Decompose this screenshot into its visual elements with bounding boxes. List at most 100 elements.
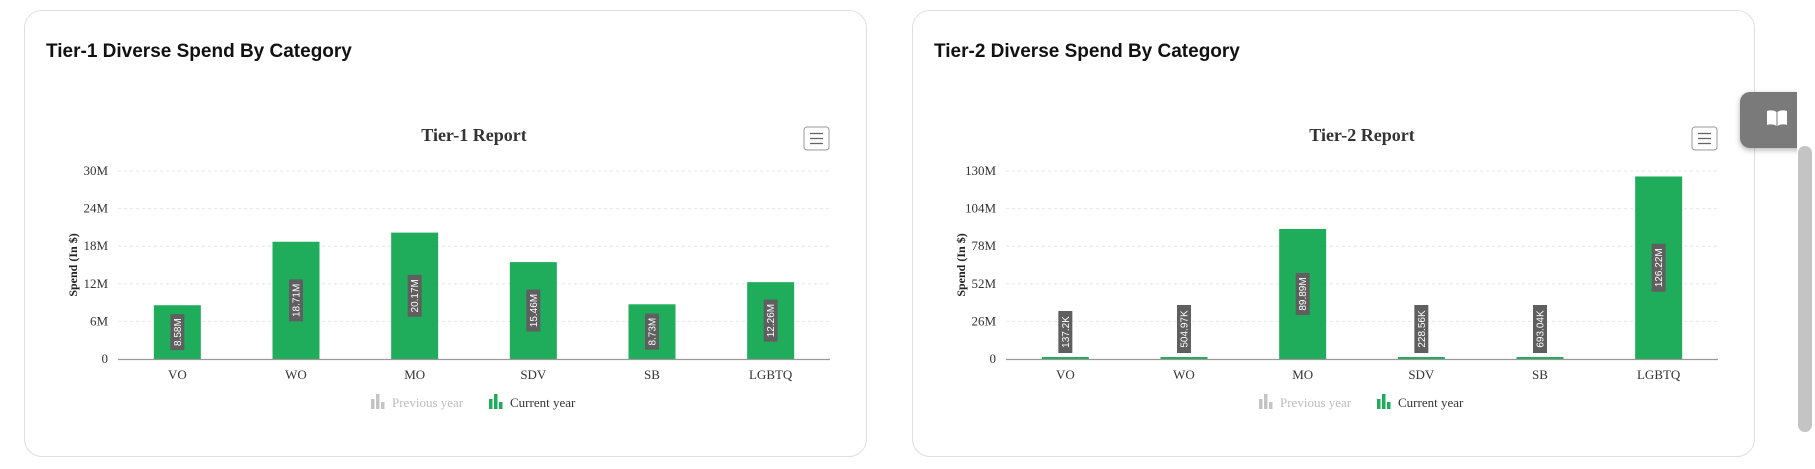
legend-icon-bar [1382, 394, 1386, 409]
y-tick-label: 0 [990, 351, 997, 366]
x-tick-label: WO [285, 367, 307, 382]
chart-menu-button[interactable] [803, 126, 830, 151]
data-label-text: 137.2K [1061, 316, 1072, 348]
data-label-bg [763, 299, 778, 342]
data-label-text: 504.97K [1180, 310, 1191, 348]
y-tick-label: 12M [83, 276, 108, 291]
legend-label: Current year [1398, 395, 1464, 410]
data-label: 12.26M [763, 299, 778, 342]
legend-icon-bar [1259, 399, 1263, 409]
data-label-bg [1058, 311, 1073, 353]
x-tick-label: SB [644, 367, 660, 382]
x-tick-label: SDV [520, 367, 547, 382]
data-label-text: 8.73M [648, 318, 659, 346]
data-label: 693.04K [1533, 305, 1547, 353]
legend-icon-bar [381, 402, 385, 409]
data-label-bg [1533, 305, 1547, 353]
current-year-icon [1377, 394, 1391, 409]
x-tick-label: SB [1532, 367, 1548, 382]
data-label: 18.71M [289, 279, 303, 322]
legend-label: Previous year [392, 395, 464, 410]
data-label-bg [1177, 305, 1191, 353]
x-tick-label: VO [1056, 367, 1075, 382]
legend-icon-bar [1269, 402, 1273, 409]
data-label: 228.56K [1414, 305, 1429, 353]
y-tick-label: 30M [83, 163, 108, 178]
legend-icon-bar [1264, 394, 1268, 409]
chart-title: Tier-2 Report [1309, 125, 1414, 145]
current-year-icon [489, 394, 503, 409]
x-tick-label: LGBTQ [1637, 367, 1681, 382]
data-label-bg [170, 314, 185, 351]
chart-legend: Previous year Current year [1259, 394, 1464, 410]
tier1-card: Tier-1 Diverse Spend By Category Tier-1 … [24, 10, 867, 457]
y-tick-label: 52M [971, 276, 996, 291]
legend-item-previous-year[interactable]: Previous year [371, 394, 464, 410]
y-tick-label: 6M [90, 313, 109, 328]
chart-legend: Previous year Current year [371, 394, 576, 410]
data-label-bg [526, 289, 541, 332]
chart-menu-button[interactable] [1691, 126, 1718, 151]
x-tick-label: SDV [1408, 367, 1435, 382]
y-tick-label: 0 [102, 351, 109, 366]
card-title: Tier-2 Diverse Spend By Category [934, 41, 1240, 62]
data-label: 89.89M [1295, 273, 1310, 316]
legend-item-current-year[interactable]: Current year [1377, 394, 1464, 410]
tier2-bar-chart: Tier-2 Report 0 26M 52M 78M 104M 130M Spend (In… [954, 125, 1718, 410]
y-tick-label: 26M [971, 313, 996, 328]
bar-current-year [1041, 357, 1089, 359]
data-label-text: 15.46M [529, 294, 540, 327]
x-tick-label: LGBTQ [749, 367, 793, 382]
data-label: 8.58M [170, 314, 185, 351]
x-tick-label: MO [404, 367, 425, 382]
data-label-bg [289, 279, 303, 322]
data-label: 137.2K [1058, 311, 1073, 353]
legend-item-current-year[interactable]: Current year [489, 394, 576, 410]
legend-item-previous-year[interactable]: Previous year [1259, 394, 1352, 410]
data-label: 20.17M [407, 274, 422, 317]
data-label: 8.73M [645, 313, 659, 350]
data-label-text: 126.22M [1654, 248, 1665, 287]
data-label-bg [1295, 273, 1310, 316]
data-label-text: 89.89M [1298, 277, 1309, 310]
data-label: 126.22M [1651, 243, 1666, 292]
data-label-bg [407, 274, 422, 317]
previous-year-icon [371, 394, 385, 409]
y-tick-label: 104M [965, 201, 997, 216]
legend-icon-bar [1377, 399, 1381, 409]
data-label-text: 693.04K [1536, 310, 1547, 348]
y-tick-label: 24M [83, 201, 108, 216]
scrollbar-thumb[interactable] [1798, 146, 1812, 432]
data-label-bg [645, 313, 659, 350]
card-title: Tier-1 Diverse Spend By Category [46, 41, 352, 62]
x-tick-label: VO [168, 367, 187, 382]
y-axis-label: Spend (In $) [66, 233, 80, 296]
data-label-text: 12.26M [766, 304, 777, 337]
bar-current-year [1516, 357, 1564, 359]
book-icon [1767, 110, 1787, 126]
x-tick-label: WO [1173, 367, 1195, 382]
chart-title: Tier-1 Report [421, 125, 526, 145]
data-label: 504.97K [1177, 305, 1191, 353]
y-tick-label: 18M [83, 238, 108, 253]
tier2-card: Tier-2 Diverse Spend By Category Tier-2 … [912, 10, 1755, 457]
data-label-bg [1651, 243, 1666, 292]
legend-label: Current year [510, 395, 576, 410]
data-label-text: 228.56K [1417, 310, 1428, 348]
legend-icon-bar [376, 394, 380, 409]
legend-icon-bar [371, 399, 375, 409]
data-label: 15.46M [526, 289, 541, 332]
legend-label: Previous year [1280, 395, 1352, 410]
tier1-bar-chart: Tier-1 Report 0 6M 12M 18M 24M 30M Spend (In $)… [66, 125, 830, 410]
legend-icon-bar [499, 402, 503, 409]
data-label-bg [1414, 305, 1429, 353]
previous-year-icon [1259, 394, 1273, 409]
y-tick-label: 78M [971, 238, 996, 253]
y-axis-label: Spend (In $) [954, 233, 968, 296]
data-label-text: 18.71M [292, 284, 303, 317]
legend-icon-bar [494, 394, 498, 409]
legend-icon-bar [489, 399, 493, 409]
bar-current-year [1160, 357, 1208, 359]
legend-icon-bar [1387, 402, 1391, 409]
y-tick-label: 130M [965, 163, 997, 178]
